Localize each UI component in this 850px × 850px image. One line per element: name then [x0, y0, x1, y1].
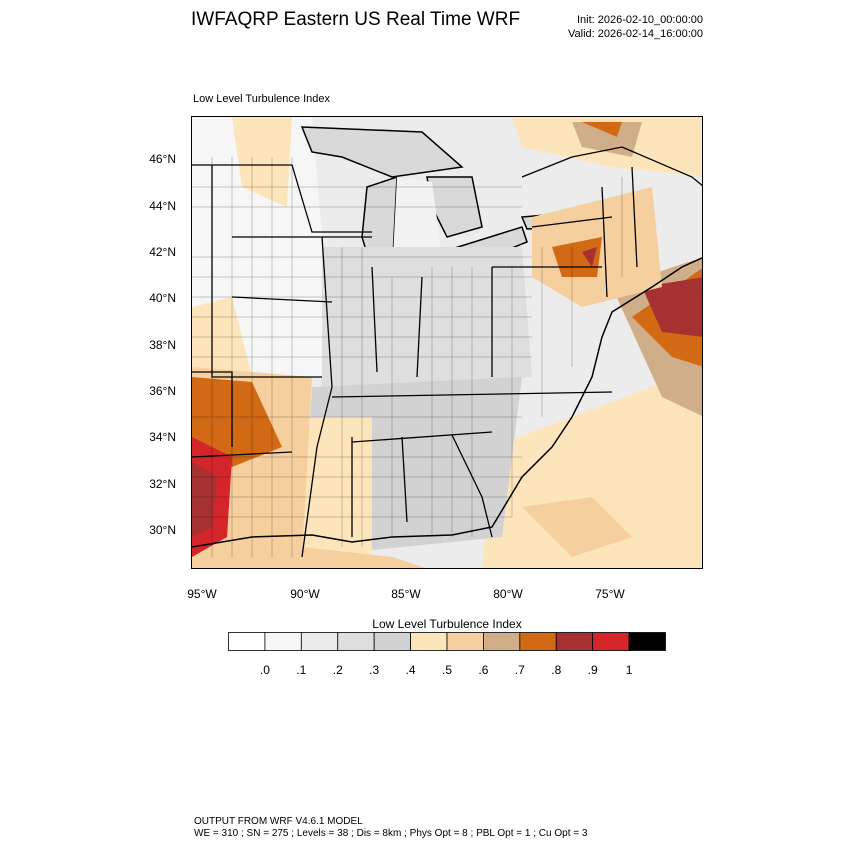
colorbar-boxes — [228, 632, 666, 651]
colorbar-box — [592, 632, 630, 651]
colorbar-box — [483, 632, 521, 651]
lat-label-44: 44°N — [149, 199, 176, 213]
colorbar-tick-label: .6 — [478, 663, 489, 677]
colorbar-box — [628, 632, 666, 651]
border-canada-us — [521, 146, 702, 187]
offshore-red-zone — [642, 277, 702, 337]
lat-label-40: 40°N — [149, 291, 176, 305]
lat-label-30: 30°N — [149, 523, 176, 537]
lake-superior — [300, 126, 464, 178]
colorbar-box — [446, 632, 484, 651]
border-line — [192, 451, 293, 458]
colorbar-tick-label: .4 — [405, 663, 416, 677]
lat-label-42: 42°N — [149, 245, 176, 259]
lat-label-36: 36°N — [149, 384, 176, 398]
colorbar-title: Low Level Turbulence Index — [372, 617, 522, 631]
lon-label-90: 90°W — [290, 587, 320, 601]
init-valid-times: Init: 2026-02-10_00:00:00 Valid: 2026-02… — [568, 13, 703, 41]
map-canvas — [192, 117, 702, 568]
border-line — [371, 266, 378, 373]
east-texas-dark-red-zone — [192, 462, 217, 537]
lon-label-80: 80°W — [493, 587, 523, 601]
colorbar-tick-label: .9 — [587, 663, 598, 677]
colorbar-box — [300, 632, 339, 651]
coastline — [192, 257, 702, 548]
border-line — [231, 296, 333, 303]
county-borders — [192, 157, 623, 557]
border-line — [416, 276, 423, 378]
footer-model-version: OUTPUT FROM WRF V4.6.1 MODEL — [194, 816, 363, 827]
init-time: Init: 2026-02-10_00:00:00 — [577, 14, 703, 26]
footer-model-config: WE = 310 ; SN = 275 ; Levels = 38 ; Dis … — [194, 828, 588, 839]
plot-title: IWFAQRP Eastern US Real Time WRF — [191, 9, 521, 30]
lat-label-34: 34°N — [149, 430, 176, 444]
minnesota-field — [232, 117, 292, 207]
colorbar-box — [373, 632, 411, 651]
border-line — [601, 186, 608, 298]
ocean-field-mid — [522, 497, 632, 557]
border-line — [401, 436, 408, 523]
colorbar-box — [264, 632, 302, 651]
border-line — [531, 216, 613, 228]
border-line — [351, 431, 493, 443]
border-line — [631, 166, 638, 268]
colorbar-tick-label: 1 — [625, 663, 633, 677]
colorbar-box — [555, 632, 594, 651]
panel-title: Low Level Turbulence Index — [193, 93, 330, 105]
lat-label-32: 32°N — [149, 477, 176, 491]
mississippi-field — [302, 417, 372, 557]
lat-label-46: 46°N — [149, 152, 176, 166]
pennsylvania-red-zone — [582, 247, 597, 267]
county-lines-vertical — [211, 157, 623, 557]
colorbar-tick-label: .1 — [296, 663, 307, 677]
valid-time: Valid: 2026-02-14_16:00:00 — [568, 28, 703, 40]
colorbar-box — [228, 632, 266, 651]
colorbar-box — [410, 632, 448, 651]
colorbar-tick-label: .0 — [259, 663, 270, 677]
colorbar-tick-label: .2 — [332, 663, 343, 677]
gulf-field — [192, 547, 426, 568]
lat-label-38: 38°N — [149, 338, 176, 352]
colorbar-box — [519, 632, 557, 651]
colorbar-box — [337, 632, 375, 651]
colorbar — [228, 632, 666, 651]
model-footer: OUTPUT FROM WRF V4.6.1 MODEL WE = 310 ; … — [194, 816, 587, 840]
colorbar-tick-label: .8 — [551, 663, 562, 677]
lon-label-95: 95°W — [187, 587, 217, 601]
colorbar-tick-label: .3 — [369, 663, 380, 677]
canada-orange-zone — [582, 122, 622, 137]
border-line — [192, 164, 372, 233]
arkansas-orange-zone — [192, 377, 282, 467]
turbulence-map[interactable] — [191, 116, 703, 569]
colorbar-tick-label: .5 — [441, 663, 452, 677]
colorbar-tick-label: .7 — [514, 663, 525, 677]
lon-label-75: 75°W — [595, 587, 625, 601]
lon-label-85: 85°W — [391, 587, 421, 601]
